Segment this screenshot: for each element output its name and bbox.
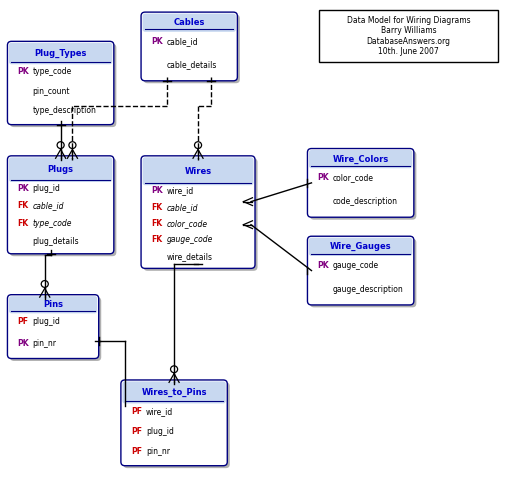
Text: type_description: type_description <box>32 106 96 116</box>
Text: Data Model for Wiring Diagrams
Barry Williams
DatabaseAnswers.org
10th. June 200: Data Model for Wiring Diagrams Barry Wil… <box>347 16 470 56</box>
FancyBboxPatch shape <box>307 148 414 217</box>
Text: PF: PF <box>18 318 28 326</box>
FancyBboxPatch shape <box>142 157 254 185</box>
Text: cable_id: cable_id <box>166 37 198 46</box>
Text: PK: PK <box>151 187 163 196</box>
Text: gauge_code: gauge_code <box>333 261 379 270</box>
Text: wire_details: wire_details <box>166 252 212 261</box>
Text: plug_details: plug_details <box>32 237 79 245</box>
FancyBboxPatch shape <box>8 41 114 124</box>
FancyBboxPatch shape <box>307 236 414 305</box>
Text: cable_details: cable_details <box>166 61 216 70</box>
Text: code_description: code_description <box>333 197 397 206</box>
Text: Plug_Types: Plug_Types <box>34 49 87 58</box>
Text: FK: FK <box>18 219 29 228</box>
Text: PF: PF <box>131 447 142 456</box>
FancyBboxPatch shape <box>141 156 255 269</box>
Bar <box>319 10 498 62</box>
FancyBboxPatch shape <box>9 43 113 64</box>
Text: PF: PF <box>131 407 142 416</box>
FancyBboxPatch shape <box>10 158 116 256</box>
FancyBboxPatch shape <box>141 12 237 81</box>
Text: PF: PF <box>131 427 142 436</box>
Text: plug_id: plug_id <box>146 427 174 436</box>
FancyBboxPatch shape <box>8 294 99 359</box>
Text: PK: PK <box>151 37 163 46</box>
FancyBboxPatch shape <box>8 156 114 254</box>
Text: wire_id: wire_id <box>146 407 173 416</box>
Text: PK: PK <box>317 173 329 182</box>
Text: Plugs: Plugs <box>48 165 74 174</box>
FancyBboxPatch shape <box>310 239 416 307</box>
FancyBboxPatch shape <box>309 150 412 168</box>
Text: pin_nr: pin_nr <box>32 339 57 348</box>
Text: FK: FK <box>151 219 162 228</box>
Text: cable_id: cable_id <box>32 201 64 210</box>
FancyBboxPatch shape <box>9 157 113 182</box>
Text: PK: PK <box>18 184 29 193</box>
Text: Wire_Gauges: Wire_Gauges <box>330 242 391 251</box>
FancyBboxPatch shape <box>142 14 236 32</box>
FancyBboxPatch shape <box>121 380 227 466</box>
Text: gauge_code: gauge_code <box>166 236 212 245</box>
Text: FK: FK <box>151 203 162 212</box>
Text: type_code: type_code <box>32 219 72 228</box>
Text: FK: FK <box>151 236 162 245</box>
Text: Pins: Pins <box>43 300 63 309</box>
Text: Cables: Cables <box>173 18 205 27</box>
Text: FK: FK <box>18 201 29 210</box>
FancyBboxPatch shape <box>10 44 116 127</box>
Text: color_code: color_code <box>333 173 374 182</box>
FancyBboxPatch shape <box>123 382 230 468</box>
FancyBboxPatch shape <box>143 158 258 271</box>
FancyBboxPatch shape <box>10 297 101 361</box>
Text: pin_nr: pin_nr <box>146 447 170 456</box>
FancyBboxPatch shape <box>9 296 97 314</box>
FancyBboxPatch shape <box>309 238 412 256</box>
Text: Wire_Colors: Wire_Colors <box>333 154 389 164</box>
FancyBboxPatch shape <box>143 15 240 83</box>
Text: PK: PK <box>18 67 29 76</box>
Text: Wires: Wires <box>185 167 211 176</box>
Text: wire_id: wire_id <box>166 187 194 196</box>
Text: color_code: color_code <box>166 219 207 228</box>
Text: PK: PK <box>317 261 329 270</box>
Text: gauge_description: gauge_description <box>333 285 404 294</box>
Text: cable_id: cable_id <box>166 203 198 212</box>
Text: pin_count: pin_count <box>32 87 70 96</box>
Text: type_code: type_code <box>32 67 72 76</box>
FancyBboxPatch shape <box>122 381 226 403</box>
Text: PK: PK <box>18 339 29 348</box>
Text: plug_id: plug_id <box>32 184 60 193</box>
Text: Wires_to_Pins: Wires_to_Pins <box>141 388 207 397</box>
Text: plug_id: plug_id <box>32 318 60 326</box>
FancyBboxPatch shape <box>310 151 416 220</box>
